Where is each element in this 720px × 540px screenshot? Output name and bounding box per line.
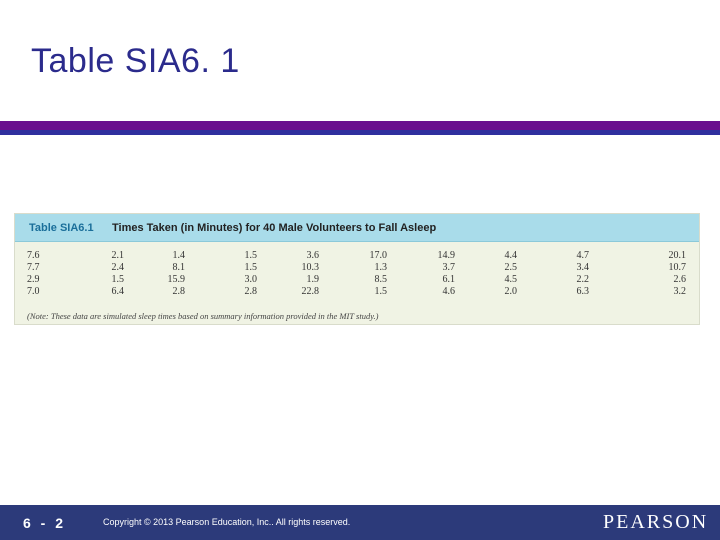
table-cell: 3.7 — [442, 262, 456, 273]
table-cell: 8.5 — [374, 274, 388, 285]
table-cell: 4.5 — [504, 274, 518, 285]
table-cell: 15.9 — [167, 274, 186, 285]
pearson-logo: PEARSON — [603, 511, 709, 533]
table-cell: 4.7 — [576, 250, 590, 261]
footer-bar: 6 - 2 Copyright © 2013 Pearson Education… — [0, 505, 720, 540]
table-label: Table SIA6.1 — [29, 222, 94, 234]
table-cell: 2.0 — [504, 286, 518, 297]
table-cell: 2.4 — [111, 262, 125, 273]
table-cell: 7.0 — [27, 286, 40, 297]
table-caption: Times Taken (in Minutes) for 40 Male Vol… — [112, 222, 437, 234]
table-cell: 17.0 — [369, 250, 388, 261]
table-cell: 1.9 — [306, 274, 320, 285]
table-cell: 3.4 — [576, 262, 590, 273]
table-row: 7.6 2.1 1.4 1.5 3.6 17.0 14.9 4.4 4.7 20… — [15, 250, 699, 262]
table-cell: 3.6 — [306, 250, 320, 261]
table-cell: 2.8 — [244, 286, 258, 297]
table-cell: 2.8 — [172, 286, 186, 297]
table-cell: 1.5 — [111, 274, 125, 285]
slide-number: 6 - 2 — [23, 515, 67, 531]
table-cell: 3.2 — [673, 286, 687, 297]
table-cell: 2.2 — [576, 274, 590, 285]
table-cell: 3.0 — [244, 274, 258, 285]
table-cell: 14.9 — [437, 250, 456, 261]
title-rule-purple — [0, 121, 720, 130]
slide-title: Table SIA6. 1 — [31, 42, 240, 80]
table-cell: 4.6 — [442, 286, 456, 297]
table-cell: 22.8 — [301, 286, 320, 297]
table-cell: 6.4 — [111, 286, 125, 297]
table-cell: 20.1 — [668, 250, 687, 261]
table-cell: 8.1 — [172, 262, 186, 273]
table-cell: 1.3 — [374, 262, 388, 273]
table-header: Table SIA6.1 Times Taken (in Minutes) fo… — [15, 214, 699, 242]
table-cell: 2.6 — [673, 274, 687, 285]
table-row: 7.0 6.4 2.8 2.8 22.8 1.5 4.6 2.0 6.3 3.2 — [15, 286, 699, 298]
table-cell: 4.4 — [504, 250, 518, 261]
table-row: 2.9 1.5 15.9 3.0 1.9 8.5 6.1 4.5 2.2 2.6 — [15, 274, 699, 286]
table-note: (Note: These data are simulated sleep ti… — [27, 311, 379, 321]
table-cell: 2.5 — [504, 262, 518, 273]
table-cell: 10.3 — [301, 262, 320, 273]
table-cell: 6.3 — [576, 286, 590, 297]
table-cell: 7.6 — [27, 250, 40, 261]
table-cell: 2.9 — [27, 274, 40, 285]
table-cell: 6.1 — [442, 274, 456, 285]
table-cell: 7.7 — [27, 262, 40, 273]
copyright-text: Copyright © 2013 Pearson Education, Inc.… — [103, 517, 351, 527]
title-rule-blue — [0, 130, 720, 135]
table-cell: 1.5 — [374, 286, 388, 297]
table-cell: 1.4 — [172, 250, 186, 261]
table-cell: 1.5 — [244, 250, 258, 261]
table-cell: 10.7 — [668, 262, 687, 273]
table-cell: 2.1 — [111, 250, 125, 261]
table-cell: 1.5 — [244, 262, 258, 273]
data-table-panel: Table SIA6.1 Times Taken (in Minutes) fo… — [14, 213, 700, 325]
table-row: 7.7 2.4 8.1 1.5 10.3 1.3 3.7 2.5 3.4 10.… — [15, 262, 699, 274]
